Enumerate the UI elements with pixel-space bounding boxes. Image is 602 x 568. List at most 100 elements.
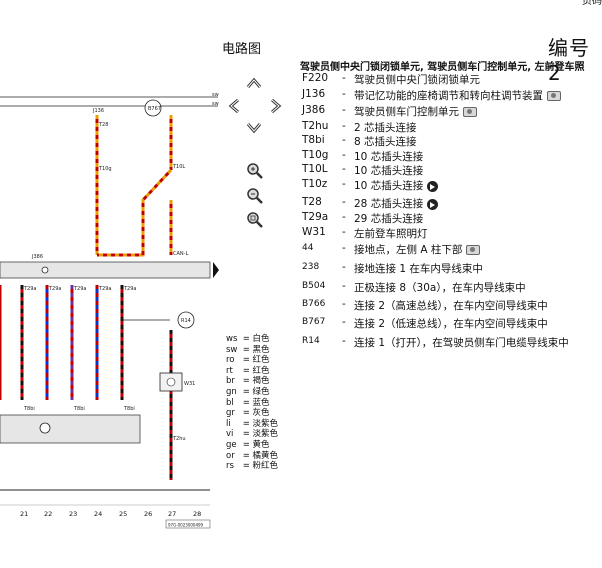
wire-color-name: 红色	[252, 355, 270, 366]
wire-color-entry: sw = 黑色	[226, 345, 278, 356]
legend-dash: -	[342, 72, 346, 84]
nav-down-button[interactable]	[245, 118, 263, 136]
legend-item: 238 - 接地连接 1 在车内导线束中	[302, 261, 602, 277]
arrow-icon[interactable]	[427, 180, 439, 192]
wire-color-code: rs	[226, 461, 234, 472]
connector-label: T8bi	[23, 406, 35, 412]
legend-description: 驾驶员侧中央门锁闭锁单元	[354, 72, 480, 87]
legend-item: B767 - 连接 2（低速总线），在车内空间导线束中	[302, 316, 602, 332]
wire-color-code: sw	[226, 344, 238, 355]
legend-description-text: 2 芯插头连接	[354, 122, 417, 134]
legend-item: T10g -10 芯插头连接	[302, 149, 602, 165]
legend-item: W31 - 左前登车照明灯	[302, 226, 602, 242]
legend-dash: -	[342, 104, 346, 116]
legend-item: T10z -10 芯插头连接	[302, 178, 602, 194]
junction-label: B767	[148, 106, 161, 112]
wire-orange	[97, 168, 173, 257]
legend-description-text: 连接 2（低速总线），在车内空间导线束中	[354, 318, 548, 330]
nav-up-button[interactable]	[245, 75, 263, 93]
column-number: 25	[119, 510, 127, 518]
wire-color-equals: =	[240, 376, 253, 387]
legend-code: J136	[302, 88, 326, 100]
legend-item: T8bi -8 芯插头连接	[302, 134, 602, 150]
column-number: 21	[20, 510, 28, 518]
legend-dash: -	[342, 88, 346, 100]
legend-dash: -	[342, 226, 346, 238]
component-label: J136	[92, 108, 104, 114]
legend-code: R14	[302, 336, 320, 346]
connector-label: T29a	[48, 286, 61, 292]
wire-color-equals: =	[240, 386, 253, 397]
nav-right-button[interactable]	[266, 97, 284, 115]
component-label: W31	[184, 381, 195, 387]
column-number: 24	[94, 510, 102, 518]
bus-marker: sw	[212, 101, 219, 107]
camera-icon[interactable]	[547, 91, 561, 101]
legend-description-text: 连接 1（打开），在驾驶员侧车门电缆导线束中	[354, 337, 569, 349]
connector-label: T29a	[23, 286, 36, 292]
wire-color-code: ws	[226, 334, 238, 344]
wire-color-code: gr	[226, 408, 235, 419]
legend-item: 44 - 接地点，左侧 A 柱下部	[302, 242, 602, 258]
chevron-down-icon	[246, 123, 262, 134]
diagram-subtitle: 驾驶员侧中央门锁闭锁单元, 驾驶员侧车门控制单元, 左前登车照	[300, 62, 585, 73]
legend-item: J386 - 驾驶员侧车门控制单元	[302, 104, 602, 120]
wire-color-entry: br = 褐色	[226, 376, 278, 387]
wire-color-entry: li = 淡紫色	[226, 419, 278, 430]
junction-r14	[177, 311, 195, 329]
legend-description: 28 芯插头连接	[354, 196, 439, 211]
wire-color-entry: rs = 粉红色	[226, 461, 278, 472]
arrow-icon[interactable]	[427, 198, 439, 210]
zoom-fit-button[interactable]	[246, 211, 264, 229]
legend-description-text: 接地点，左侧 A 柱下部	[354, 244, 463, 256]
connector-label: T29a	[123, 286, 136, 292]
legend-dash: -	[342, 242, 346, 254]
junction-label: R14	[181, 318, 191, 324]
wire-color-name: 褐色	[252, 376, 270, 387]
wire-red	[97, 168, 173, 257]
legend-description: 2 芯插头连接	[354, 120, 417, 135]
legend-item: F220 - 驾驶员侧中央门锁闭锁单元	[302, 72, 602, 88]
wire-color-entry: gr = 灰色	[226, 408, 278, 419]
connector-label: T10g	[98, 166, 112, 172]
wire-color-entry: bl = 蓝色	[226, 398, 278, 409]
wiring-diagram[interactable]: sw sw J136 T28 T10g T10L CAN-L B767 J386…	[0, 0, 222, 530]
lock-unit-f220	[0, 414, 141, 444]
motor-symbol-icon	[39, 422, 51, 434]
legend-description: 10 芯插头连接	[354, 163, 423, 178]
bus-marker: sw	[212, 92, 219, 98]
legend-description: 10 芯插头连接	[354, 178, 439, 193]
wire-color-code: li	[226, 418, 231, 429]
nav-left-button[interactable]	[226, 97, 244, 115]
wire-color-equals: =	[240, 461, 253, 472]
component-label: J386	[31, 254, 43, 260]
legend-item: R14 - 连接 1（打开），在驾驶员侧车门电缆导线束中	[302, 335, 602, 351]
ref-number: 97G-0023000499	[168, 523, 204, 528]
legend-description-text: 8 芯插头连接	[354, 136, 417, 148]
wire-color-equals: =	[240, 344, 253, 355]
zoom-out-button[interactable]	[246, 187, 264, 205]
wire-color-entry: gn = 绿色	[226, 387, 278, 398]
legend-dash: -	[342, 163, 346, 175]
wire-color-equals: =	[240, 418, 253, 429]
connector-label: T29a	[73, 286, 86, 292]
legend-description: 接地连接 1 在车内导线束中	[354, 261, 483, 276]
zoom-in-button[interactable]	[246, 162, 264, 180]
legend-description: 驾驶员侧车门控制单元	[354, 104, 477, 119]
camera-icon[interactable]	[466, 245, 481, 255]
wire-color-equals: =	[240, 397, 253, 408]
legend-item: T29a -29 芯插头连接	[302, 211, 602, 227]
legend-dash: -	[342, 196, 346, 208]
wire-color-key: ws = 白色 sw = 黑色 ro = 红色 rt = 红色 br = 褐色 gn = …	[226, 334, 278, 472]
camera-icon[interactable]	[463, 107, 477, 117]
wire-color-entry: ws = 白色	[226, 334, 278, 345]
zoom-in-icon	[247, 163, 263, 179]
continue-arrow-icon[interactable]	[213, 262, 219, 278]
wire-color-equals: =	[240, 365, 253, 376]
lower-wire-group	[0, 285, 173, 480]
wire-color-name: 淡紫色	[252, 418, 279, 429]
legend-dash: -	[342, 298, 346, 310]
legend-description: 8 芯插头连接	[354, 134, 417, 149]
wire-color-name: 粉红色	[252, 461, 279, 472]
wire-color-entry: rt = 红色	[226, 366, 278, 377]
